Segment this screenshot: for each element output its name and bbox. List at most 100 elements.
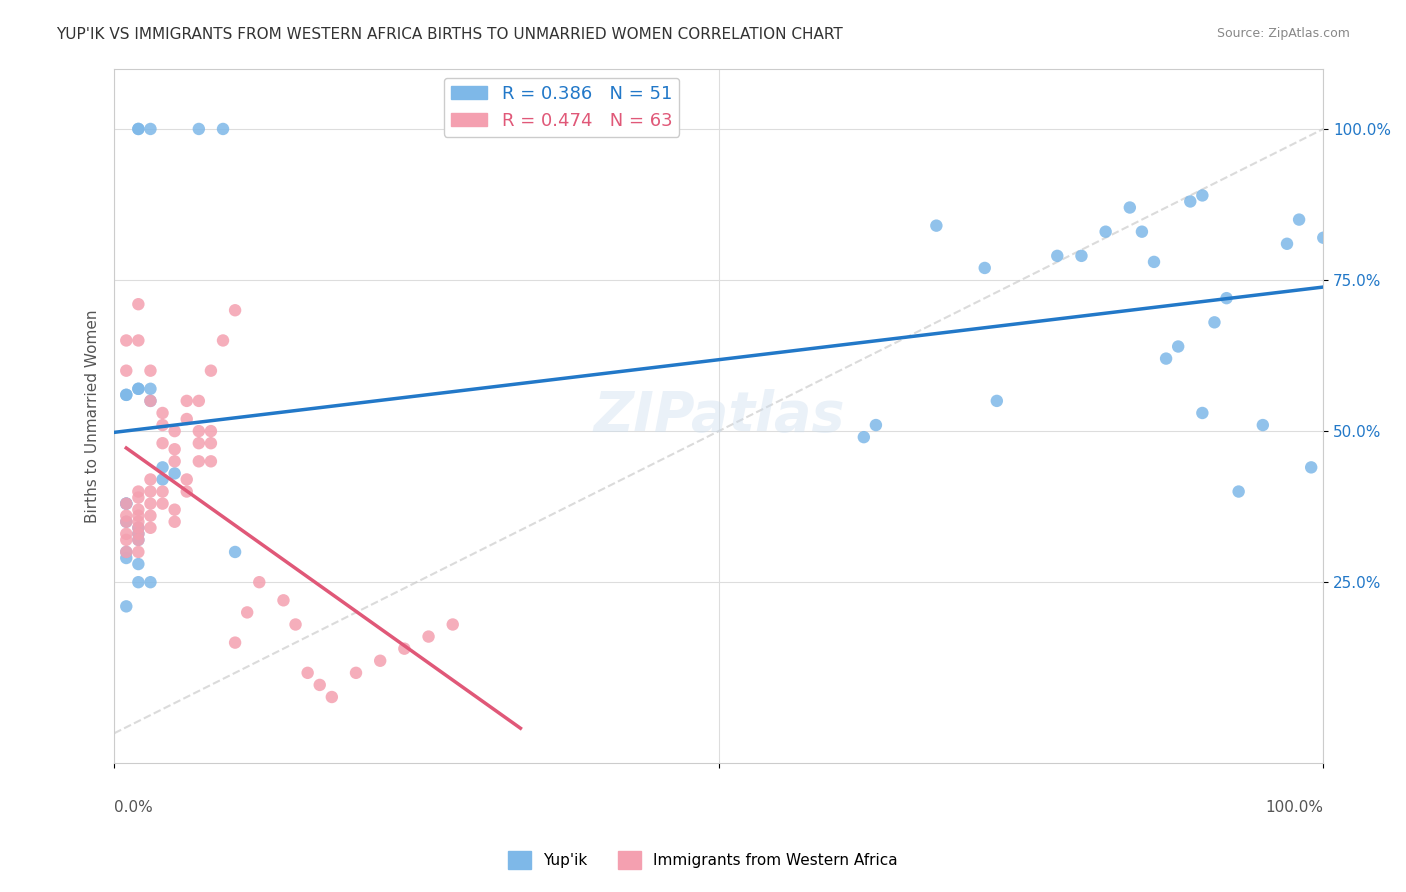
Point [925, 219, 948, 233]
Point [115, 515, 138, 529]
Point [200, 424, 222, 438]
Point [852, 430, 875, 444]
Point [127, 491, 149, 505]
Point [152, 406, 174, 420]
Text: ZIPatlas: ZIPatlas [593, 389, 845, 443]
Point [1275, 236, 1298, 251]
Point [176, 412, 198, 426]
Point [247, 575, 270, 590]
Text: 100.0%: 100.0% [1265, 800, 1323, 815]
Point [273, 593, 295, 607]
Point [368, 654, 391, 668]
Point [1191, 406, 1213, 420]
Point [187, 454, 209, 468]
Point [1215, 291, 1237, 305]
Point [127, 382, 149, 396]
Point [139, 473, 162, 487]
Point [115, 497, 138, 511]
Point [163, 502, 186, 516]
Point [394, 641, 416, 656]
Point [115, 533, 138, 547]
Point [1251, 418, 1274, 433]
Point [139, 393, 162, 408]
Point [115, 334, 138, 348]
Point [139, 382, 162, 396]
Point [187, 122, 209, 136]
Point [200, 454, 222, 468]
Point [176, 393, 198, 408]
Point [139, 575, 162, 590]
Point [344, 665, 367, 680]
Point [152, 436, 174, 450]
Point [139, 508, 162, 523]
Point [127, 521, 149, 535]
Point [865, 418, 887, 433]
Point [139, 122, 162, 136]
Point [115, 364, 138, 378]
Point [418, 630, 440, 644]
Point [139, 393, 162, 408]
Point [115, 551, 138, 566]
Point [1227, 484, 1250, 499]
Point [1180, 194, 1202, 209]
Y-axis label: Births to Unmarried Women: Births to Unmarried Women [86, 310, 100, 523]
Point [1070, 249, 1092, 263]
Point [127, 521, 149, 535]
Point [152, 473, 174, 487]
Point [127, 297, 149, 311]
Point [152, 497, 174, 511]
Point [127, 526, 149, 541]
Point [200, 436, 222, 450]
Point [163, 515, 186, 529]
Point [163, 467, 186, 481]
Point [1154, 351, 1177, 366]
Point [163, 442, 186, 457]
Text: Source: ZipAtlas.com: Source: ZipAtlas.com [1216, 27, 1350, 40]
Point [115, 388, 138, 402]
Point [163, 454, 186, 468]
Point [1167, 339, 1189, 353]
Point [1143, 255, 1166, 269]
Point [1130, 225, 1153, 239]
Point [115, 545, 138, 559]
Point [127, 382, 149, 396]
Point [1204, 315, 1226, 329]
Point [127, 334, 149, 348]
Point [115, 599, 138, 614]
Point [127, 122, 149, 136]
Point [986, 393, 1008, 408]
Point [152, 460, 174, 475]
Point [115, 497, 138, 511]
Point [115, 545, 138, 559]
Point [127, 545, 149, 559]
Legend: R = 0.386   N = 51, R = 0.474   N = 63: R = 0.386 N = 51, R = 0.474 N = 63 [444, 78, 679, 137]
Point [152, 484, 174, 499]
Point [441, 617, 464, 632]
Point [139, 497, 162, 511]
Point [176, 473, 198, 487]
Point [284, 617, 307, 632]
Point [973, 260, 995, 275]
Point [139, 364, 162, 378]
Point [200, 364, 222, 378]
Point [127, 508, 149, 523]
Point [187, 393, 209, 408]
Point [224, 303, 246, 318]
Point [1191, 188, 1213, 202]
Point [139, 521, 162, 535]
Point [212, 122, 235, 136]
Point [297, 665, 319, 680]
Point [115, 388, 138, 402]
Point [1301, 460, 1323, 475]
Text: YUP'IK VS IMMIGRANTS FROM WESTERN AFRICA BIRTHS TO UNMARRIED WOMEN CORRELATION C: YUP'IK VS IMMIGRANTS FROM WESTERN AFRICA… [56, 27, 844, 42]
Point [1119, 201, 1142, 215]
Point [127, 575, 149, 590]
Point [139, 484, 162, 499]
Point [115, 515, 138, 529]
Point [187, 424, 209, 438]
Point [127, 502, 149, 516]
Point [224, 545, 246, 559]
Point [236, 606, 259, 620]
Point [163, 424, 186, 438]
Point [115, 497, 138, 511]
